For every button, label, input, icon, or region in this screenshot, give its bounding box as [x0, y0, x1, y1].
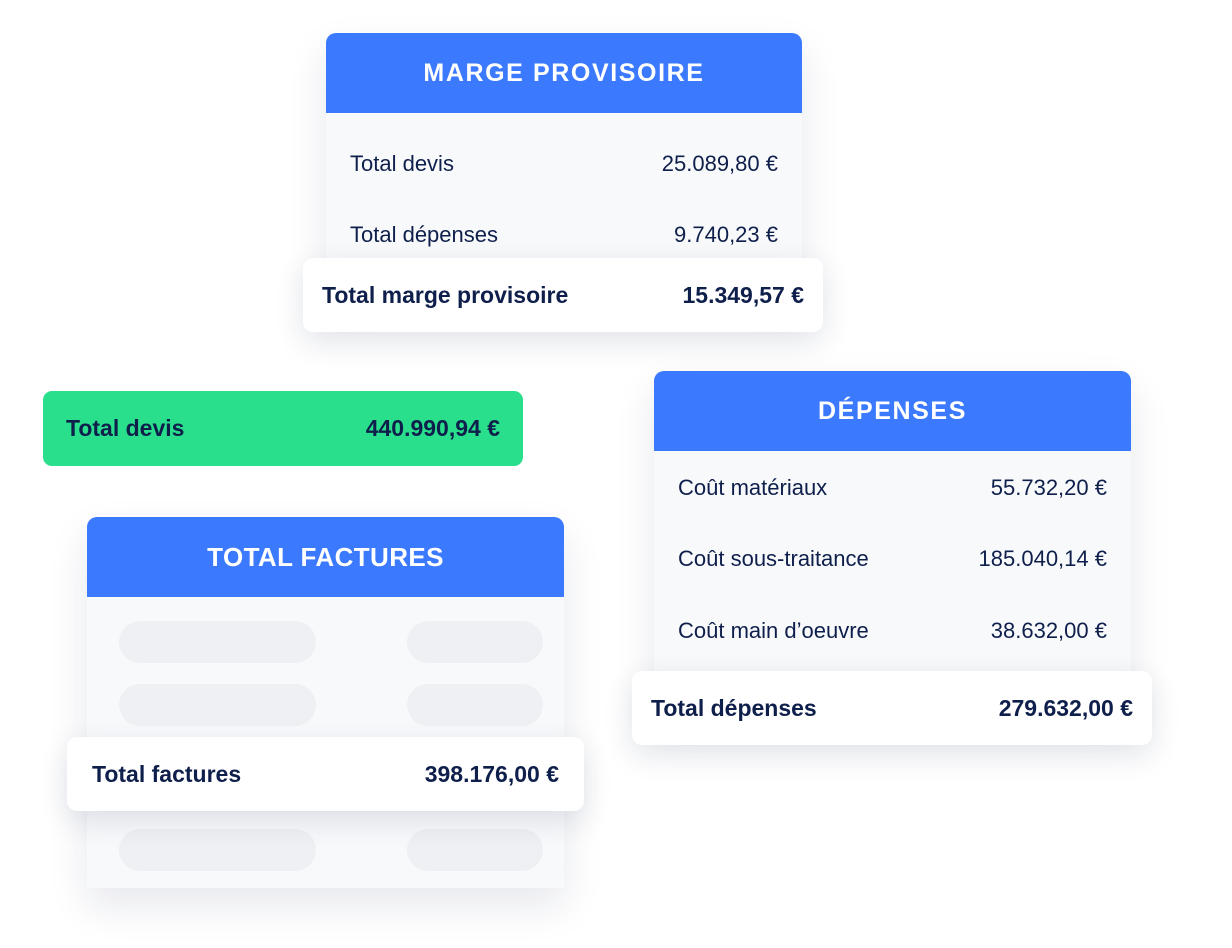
depenses-row-value: 38.632,00 €: [990, 618, 1107, 643]
total-devis-bar: Total devis 440.990,94 €: [43, 391, 523, 466]
depenses-row-label: Coût sous-traitance: [678, 546, 869, 571]
depenses-header: DÉPENSES: [654, 371, 1131, 451]
depenses-total-value: 279.632,00 €: [998, 694, 1133, 721]
marge-row-label: Total dépenses: [350, 222, 498, 247]
placeholder-line: [119, 829, 316, 871]
depenses-row-sous-traitance: Coût sous-traitance 185.040,14 €: [678, 546, 1107, 572]
marge-row-value: 9.740,23 €: [674, 222, 778, 247]
placeholder-line: [119, 621, 316, 663]
marge-total-bar: Total marge provisoire 15.349,57 €: [303, 258, 823, 332]
depenses-row-value: 185.040,14 €: [978, 546, 1107, 571]
depenses-row-label: Coût main d’oeuvre: [678, 618, 869, 643]
depenses-row-materiaux: Coût matériaux 55.732,20 €: [678, 475, 1107, 501]
marge-total-value: 15.349,57 €: [682, 281, 804, 308]
factures-total-value: 398.176,00 €: [424, 760, 559, 787]
total-devis-label: Total devis: [66, 415, 185, 441]
placeholder-line: [119, 684, 316, 726]
depenses-row-label: Coût matériaux: [678, 475, 828, 500]
marge-row-total-devis: Total devis 25.089,80 €: [350, 151, 778, 177]
marge-row-value: 25.089,80 €: [661, 151, 778, 176]
placeholder-line: [407, 621, 543, 663]
total-devis-value: 440.990,94 €: [365, 415, 500, 441]
marge-provisoire-card: MARGE PROVISOIRE Total devis 25.089,80 €…: [326, 33, 802, 283]
depenses-total-label: Total dépenses: [651, 694, 817, 721]
placeholder-line: [407, 829, 543, 871]
depenses-total-bar: Total dépenses 279.632,00 €: [632, 671, 1152, 745]
marge-provisoire-header: MARGE PROVISOIRE: [326, 33, 802, 113]
depenses-card: DÉPENSES Coût matériaux 55.732,20 € Coût…: [654, 371, 1131, 701]
total-factures-card: TOTAL FACTURES: [87, 517, 564, 888]
marge-row-label: Total devis: [350, 151, 454, 176]
total-factures-header: TOTAL FACTURES: [87, 517, 564, 597]
factures-total-label: Total factures: [92, 760, 242, 787]
marge-total-label: Total marge provisoire: [322, 281, 569, 308]
depenses-row-value: 55.732,20 €: [990, 475, 1107, 500]
marge-row-total-depenses: Total dépenses 9.740,23 €: [350, 222, 778, 248]
factures-total-bar: Total factures 398.176,00 €: [67, 737, 584, 811]
depenses-row-main-oeuvre: Coût main d’oeuvre 38.632,00 €: [678, 618, 1107, 644]
placeholder-line: [407, 684, 543, 726]
